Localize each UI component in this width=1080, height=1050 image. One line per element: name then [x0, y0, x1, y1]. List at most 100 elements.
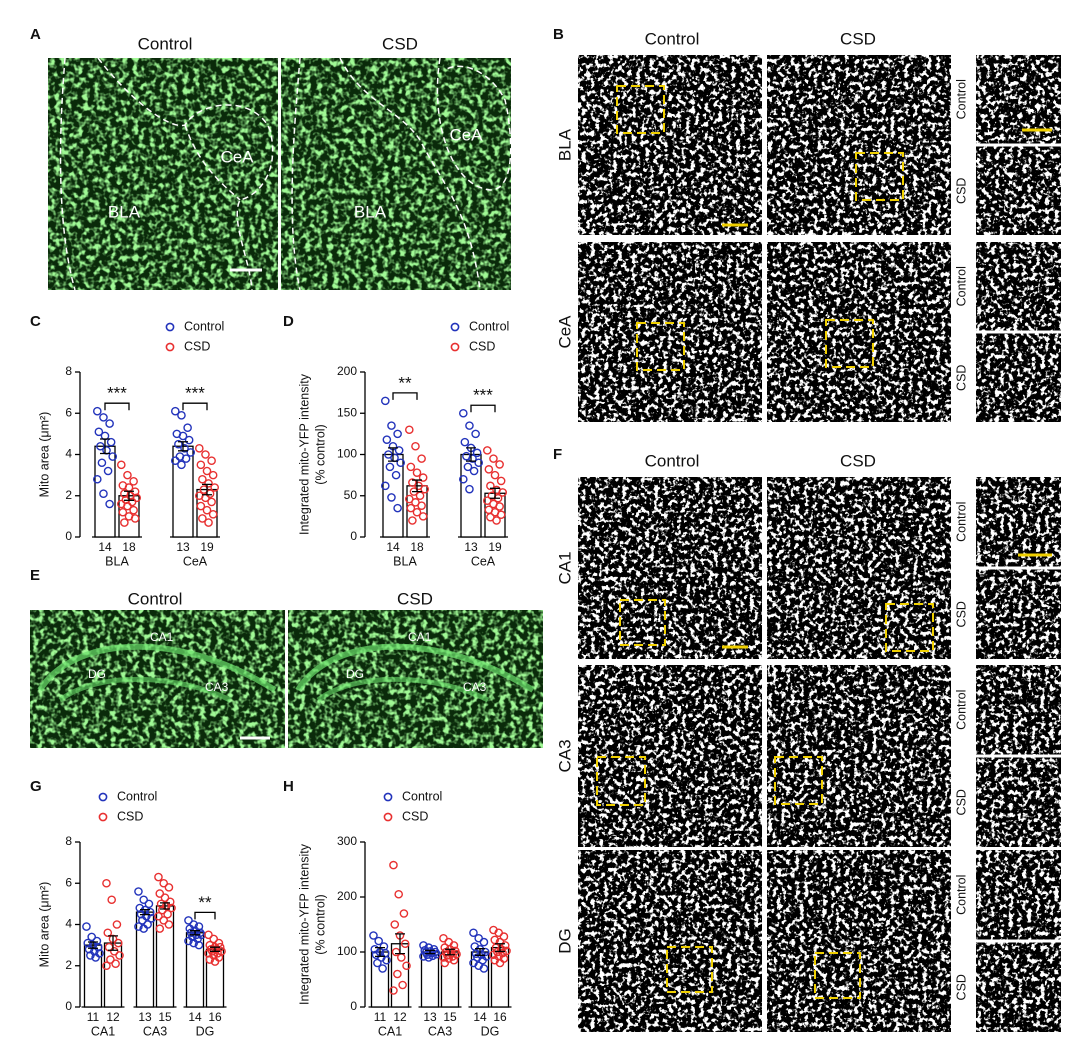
- region-label: CeA: [449, 125, 483, 144]
- data-point: [411, 441, 420, 451]
- data-point: [489, 950, 498, 960]
- micrograph-texture: [578, 55, 762, 235]
- data-point: [474, 458, 483, 468]
- data-point: [405, 425, 414, 435]
- x-tick-label: CA3: [143, 1024, 167, 1038]
- data-point: [389, 986, 398, 995]
- data-point: [399, 909, 409, 918]
- data-point: [171, 406, 180, 416]
- data-point: [205, 955, 215, 964]
- data-point: [417, 454, 426, 463]
- legend-marker: [383, 812, 393, 822]
- data-point: [105, 419, 114, 428]
- y-tick-label: 2: [65, 958, 72, 972]
- significance-bracket: [470, 404, 496, 413]
- data-point: [106, 955, 115, 964]
- error-bar: [210, 946, 220, 952]
- legend-label: Control: [117, 789, 157, 803]
- data-point: [492, 516, 501, 525]
- error-bar: [475, 948, 485, 956]
- data-point: [118, 507, 128, 517]
- data-point: [204, 518, 213, 527]
- legend-label: CSD: [117, 809, 143, 823]
- data-point: [177, 460, 186, 470]
- inset-label: Control: [954, 875, 968, 915]
- data-point: [419, 941, 428, 950]
- micrograph-texture: [578, 850, 762, 1032]
- error-bar: [160, 902, 170, 910]
- region-label: DG: [88, 667, 106, 681]
- panel-label: F: [553, 446, 562, 463]
- data-point: [84, 944, 94, 954]
- n-label: 18: [410, 540, 424, 554]
- data-point: [495, 502, 504, 511]
- data-point: [112, 920, 122, 929]
- data-point: [135, 903, 145, 913]
- roi-box: [636, 322, 685, 371]
- data-point: [154, 872, 163, 882]
- data-point: [113, 938, 123, 948]
- legend-label: CSD: [184, 339, 210, 353]
- data-point: [440, 958, 450, 968]
- data-point: [120, 518, 129, 527]
- inset-label: CSD: [954, 974, 968, 1000]
- column-title: CSD: [840, 29, 876, 48]
- x-tick-label: BLA: [393, 554, 417, 568]
- region-outline: [59, 57, 76, 291]
- data-point: [164, 883, 174, 892]
- data-point: [393, 969, 402, 979]
- data-point: [196, 460, 206, 470]
- inset-label: CSD: [954, 178, 968, 204]
- panel-label: G: [30, 778, 42, 795]
- data-point: [111, 959, 120, 968]
- data-point: [184, 435, 194, 445]
- data-point: [139, 895, 148, 905]
- x-tick-label: DG: [481, 1024, 500, 1038]
- data-point: [202, 466, 212, 476]
- legend-marker: [165, 342, 175, 352]
- data-point: [96, 441, 105, 451]
- data-point: [408, 516, 417, 525]
- data-point: [396, 458, 405, 468]
- bar: [103, 942, 123, 1008]
- significance-bracket: [182, 402, 208, 411]
- data-point: [208, 510, 218, 519]
- data-point: [465, 421, 474, 430]
- legend-label: Control: [184, 319, 224, 333]
- data-point: [484, 465, 494, 474]
- error-bar: [140, 909, 150, 916]
- significance: **: [398, 373, 412, 392]
- error-bar: [425, 949, 435, 955]
- data-point: [123, 470, 132, 480]
- n-label: 11: [87, 1010, 100, 1024]
- y-tick-label: 6: [65, 405, 72, 419]
- data-point: [489, 454, 498, 463]
- data-point: [440, 943, 450, 952]
- n-label: 11: [374, 1010, 387, 1024]
- micrograph-texture: [48, 58, 278, 290]
- data-point: [469, 928, 478, 938]
- micrograph-texture: [578, 665, 762, 847]
- data-point: [163, 909, 172, 919]
- n-label: 13: [464, 540, 478, 554]
- column-title: Control: [128, 589, 183, 608]
- data-point: [178, 431, 188, 441]
- region-outline: [184, 124, 241, 201]
- data-point: [412, 507, 422, 517]
- data-point: [495, 958, 505, 968]
- y-tick-label: 100: [337, 944, 357, 958]
- y-tick-label: 4: [65, 917, 72, 931]
- data-point: [82, 922, 91, 931]
- data-point: [204, 949, 213, 958]
- roi-box: [616, 85, 665, 134]
- data-point: [499, 932, 509, 941]
- data-point: [130, 514, 140, 523]
- y-tick-label: 0: [65, 999, 72, 1013]
- y-tick-label: 0: [350, 999, 357, 1013]
- y-axis-label: Mito area (μm²): [37, 412, 51, 498]
- y-tick-label: 150: [337, 405, 357, 419]
- data-point: [381, 396, 390, 406]
- data-point: [389, 860, 398, 870]
- y-tick-label: 8: [65, 364, 72, 378]
